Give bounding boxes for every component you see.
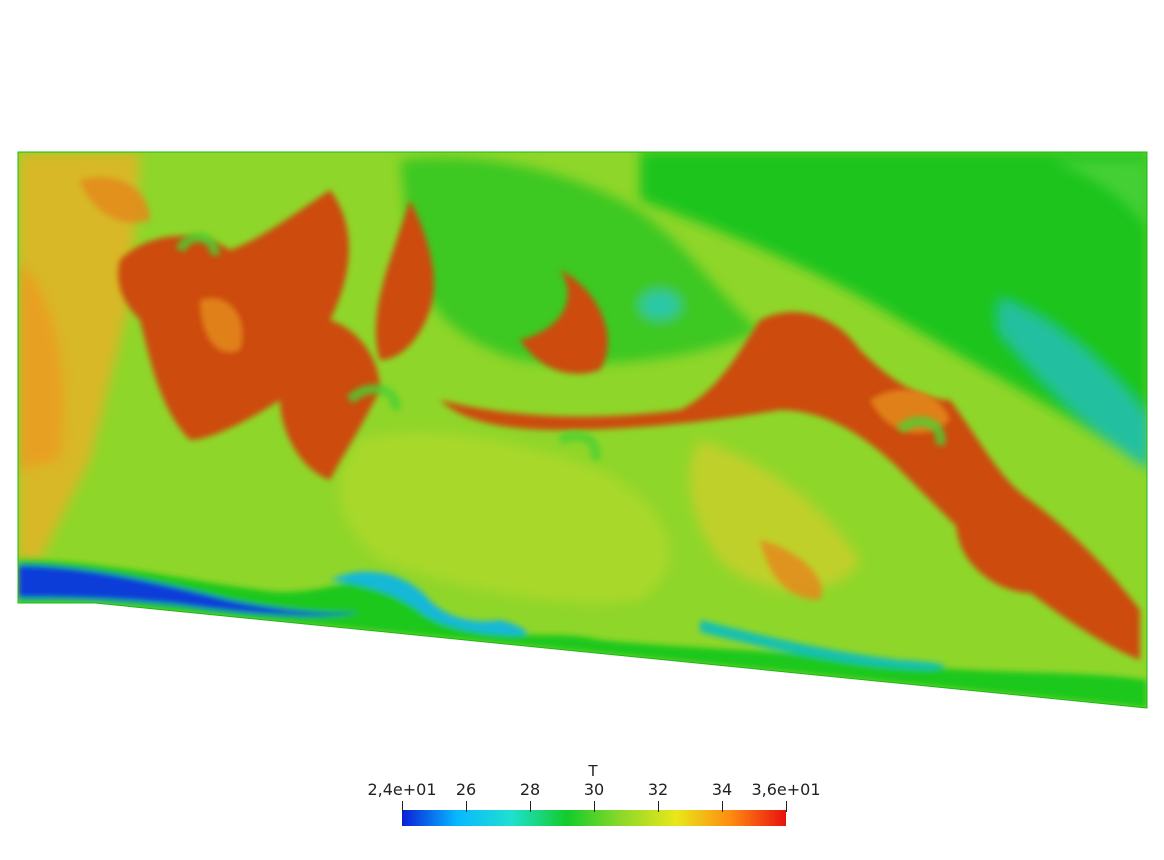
colorbar-tick	[786, 801, 787, 812]
colorbar-tick	[530, 801, 531, 812]
colorbar-gradient	[402, 810, 786, 826]
colorbar-tick-label: 2,4e+01	[367, 780, 437, 799]
colorbar-tick-label: 26	[455, 780, 477, 799]
domain-outline	[17, 151, 1148, 709]
colorbar-tick-label: 28	[519, 780, 541, 799]
colorbar-tick-label: 34	[711, 780, 733, 799]
colorbar-tick	[594, 801, 595, 812]
colorbar-tick	[722, 801, 723, 812]
colorbar-title: T	[588, 762, 598, 780]
colorbar-tick	[658, 801, 659, 812]
colorbar-legend: T 2,4e+01 26 28 30 32 34 3,6e+01	[367, 760, 830, 840]
field-domain	[18, 152, 1147, 708]
colorbar-tick-label: 30	[583, 780, 605, 799]
colorbar-tick-label: 32	[647, 780, 669, 799]
colorbar-tick-label: 3,6e+01	[751, 780, 821, 799]
colorbar-tick	[402, 801, 403, 812]
colorbar-tick	[466, 801, 467, 812]
